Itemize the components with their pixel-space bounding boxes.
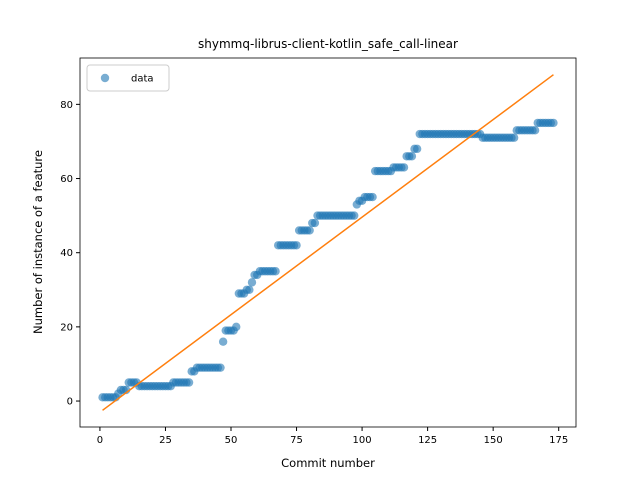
data-point <box>247 278 257 287</box>
data-point <box>399 163 409 172</box>
data-point <box>292 241 301 250</box>
y-axis-label: Number of instance of a feature <box>31 150 45 334</box>
x-tick-label: 150 <box>484 435 503 446</box>
data-point <box>245 285 254 294</box>
data-point <box>530 126 540 135</box>
fit-line <box>102 74 554 411</box>
y-tick-label: 80 <box>60 100 73 111</box>
data-point <box>218 337 228 346</box>
y-tick-label: 0 <box>67 397 73 408</box>
data-point <box>216 363 225 372</box>
x-tick-label: 75 <box>290 435 303 446</box>
data-point <box>549 118 558 128</box>
data-point <box>305 226 314 235</box>
data-point <box>310 218 320 228</box>
plot-frame <box>79 57 577 428</box>
x-tick-label: 100 <box>353 435 372 446</box>
x-tick-label: 50 <box>225 435 238 446</box>
chart-title: shymmq-librus-client-kotlin_safe_call-li… <box>198 37 458 51</box>
data-point <box>232 322 241 332</box>
legend-box <box>86 64 170 92</box>
data-point <box>184 378 194 387</box>
data-point <box>407 152 417 161</box>
data-point <box>509 133 519 142</box>
x-tick-label: 125 <box>418 435 437 446</box>
legend-label: data <box>131 74 154 85</box>
data-point <box>350 211 359 220</box>
x-tick-label: 175 <box>549 435 568 446</box>
legend-swatch <box>100 73 110 83</box>
x-tick-label: 25 <box>159 435 172 446</box>
y-tick-label: 40 <box>60 248 73 259</box>
data-point <box>412 144 422 154</box>
x-axis-label: Commit number <box>281 456 375 470</box>
y-tick-label: 20 <box>60 322 73 333</box>
y-tick-label: 60 <box>60 174 73 185</box>
data-point <box>368 192 377 202</box>
x-tick-label: 0 <box>97 435 103 446</box>
data-point <box>271 267 280 276</box>
